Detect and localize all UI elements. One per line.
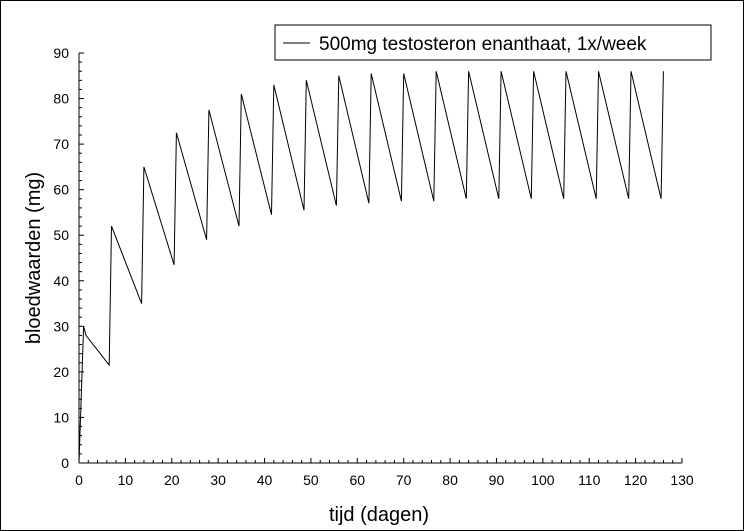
x-tick-label: 0 <box>75 472 83 488</box>
series-layer <box>78 71 664 464</box>
y-axis-label: bloedwaarden (mg) <box>23 172 45 344</box>
x-tick-label: 100 <box>531 472 555 488</box>
y-tick-label: 90 <box>53 45 69 61</box>
y-tick-label: 60 <box>53 182 69 198</box>
x-tick-label: 130 <box>670 472 694 488</box>
x-tick-label: 10 <box>118 472 134 488</box>
x-tick-label: 20 <box>164 472 180 488</box>
x-tick-label: 80 <box>442 472 458 488</box>
x-tick-label: 30 <box>210 472 226 488</box>
x-tick-label: 50 <box>303 472 319 488</box>
x-axis-label: tijd (dagen) <box>329 504 429 526</box>
x-tick-label: 90 <box>489 472 505 488</box>
x-tick-label: 70 <box>396 472 412 488</box>
x-tick-label: 120 <box>624 472 648 488</box>
y-tick-label: 50 <box>53 227 69 243</box>
y-tick-label: 10 <box>53 409 69 425</box>
y-tick-label: 70 <box>53 136 69 152</box>
axes <box>78 53 682 464</box>
legend-box <box>274 24 712 61</box>
y-tick-label: 80 <box>53 91 69 107</box>
y-tick-label: 0 <box>61 455 69 471</box>
y-tick-label: 40 <box>53 273 69 289</box>
y-tick-label: 20 <box>53 364 69 380</box>
x-tick-label: 60 <box>350 472 366 488</box>
axis-ticks: 0 10 20 30 40 50 60 70 80 90 0 10 20 30 40 50 60 70 80 90 10… <box>53 45 693 488</box>
legend-entry: 500mg testosteron enanthaat, 1x/week <box>319 34 647 55</box>
series-line <box>78 71 664 464</box>
x-tick-label: 40 <box>257 472 273 488</box>
x-tick-label: 110 <box>578 472 601 488</box>
y-tick-label: 30 <box>53 318 69 334</box>
